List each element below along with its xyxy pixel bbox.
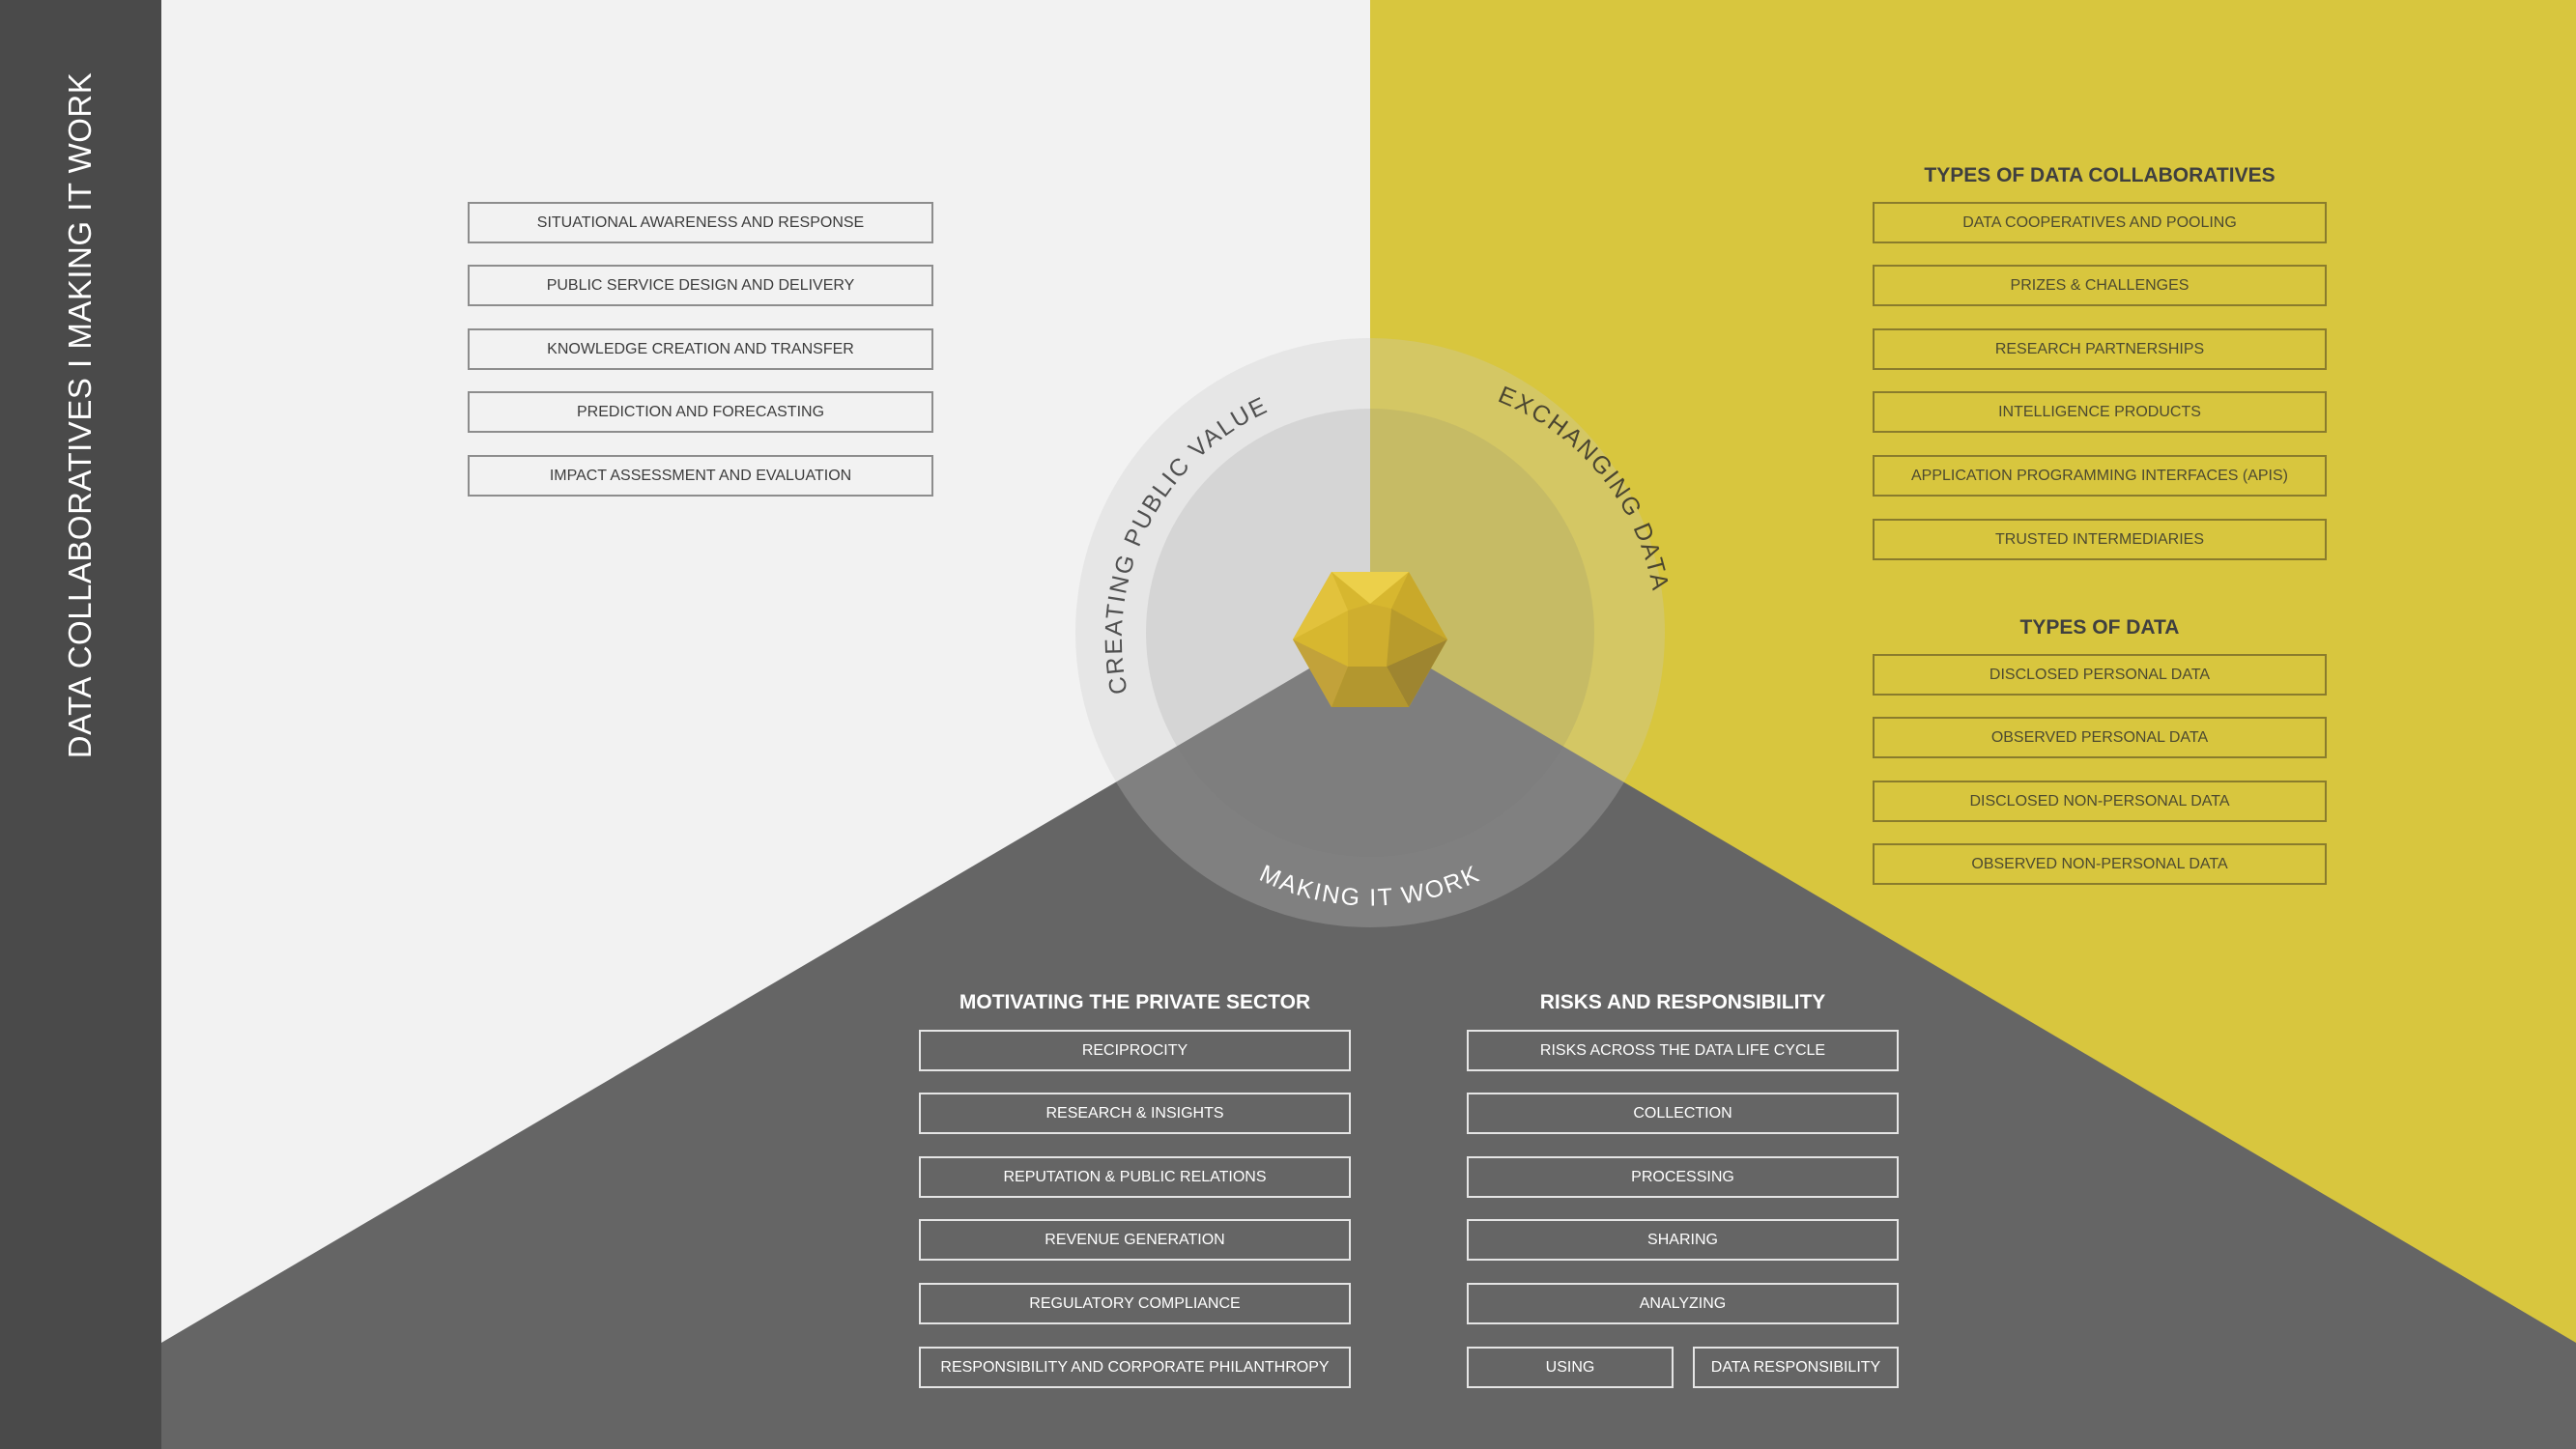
collab-type-item: DATA COOPERATIVES AND POOLING <box>1873 202 2327 243</box>
risks-item: SHARING <box>1467 1219 1899 1261</box>
icosahedron-icon <box>1293 572 1447 707</box>
risks-item-using: USING <box>1467 1347 1674 1388</box>
collab-type-item: TRUSTED INTERMEDIARIES <box>1873 519 2327 560</box>
motivating-heading: MOTIVATING THE PRIVATE SECTOR <box>959 991 1311 1013</box>
public-value-item: IMPACT ASSESSMENT AND EVALUATION <box>468 455 933 497</box>
risks-item: ANALYZING <box>1467 1283 1899 1324</box>
collab-type-item: APPLICATION PROGRAMMING INTERFACES (APIS… <box>1873 455 2327 497</box>
data-type-item: OBSERVED NON-PERSONAL DATA <box>1873 843 2327 885</box>
data-types-heading: TYPES OF DATA <box>2019 616 2180 639</box>
motivating-item: RESEARCH & INSIGHTS <box>919 1093 1351 1134</box>
collab-types-heading: TYPES OF DATA COLLABORATIVES <box>1924 164 2275 186</box>
sidebar-title: DATA COLLABORATIVES I MAKING IT WORK <box>62 71 98 759</box>
data-type-item: DISCLOSED NON-PERSONAL DATA <box>1873 781 2327 822</box>
motivating-item: REVENUE GENERATION <box>919 1219 1351 1261</box>
motivating-item: REGULATORY COMPLIANCE <box>919 1283 1351 1324</box>
public-value-item: SITUATIONAL AWARENESS AND RESPONSE <box>468 202 933 243</box>
risks-item: COLLECTION <box>1467 1093 1899 1134</box>
sidebar: DATA COLLABORATIVES I MAKING IT WORK <box>0 0 161 1449</box>
risks-heading: RISKS AND RESPONSIBILITY <box>1539 991 1826 1013</box>
data-type-item: OBSERVED PERSONAL DATA <box>1873 717 2327 758</box>
data-type-item: DISCLOSED PERSONAL DATA <box>1873 654 2327 696</box>
motivating-item: REPUTATION & PUBLIC RELATIONS <box>919 1156 1351 1198</box>
risks-item: RISKS ACROSS THE DATA LIFE CYCLE <box>1467 1030 1899 1071</box>
collab-type-item: PRIZES & CHALLENGES <box>1873 265 2327 306</box>
collab-type-item: RESEARCH PARTNERSHIPS <box>1873 328 2327 370</box>
collab-type-item: INTELLIGENCE PRODUCTS <box>1873 391 2327 433</box>
public-value-item: PREDICTION AND FORECASTING <box>468 391 933 433</box>
public-value-item: PUBLIC SERVICE DESIGN AND DELIVERY <box>468 265 933 306</box>
gray-region <box>161 633 2576 1449</box>
risks-item: PROCESSING <box>1467 1156 1899 1198</box>
motivating-item: RECIPROCITY <box>919 1030 1351 1071</box>
public-value-item: KNOWLEDGE CREATION AND TRANSFER <box>468 328 933 370</box>
risks-item-data-responsibility: DATA RESPONSIBILITY <box>1693 1347 1899 1388</box>
motivating-item: RESPONSIBILITY AND CORPORATE PHILANTHROP… <box>919 1347 1351 1388</box>
